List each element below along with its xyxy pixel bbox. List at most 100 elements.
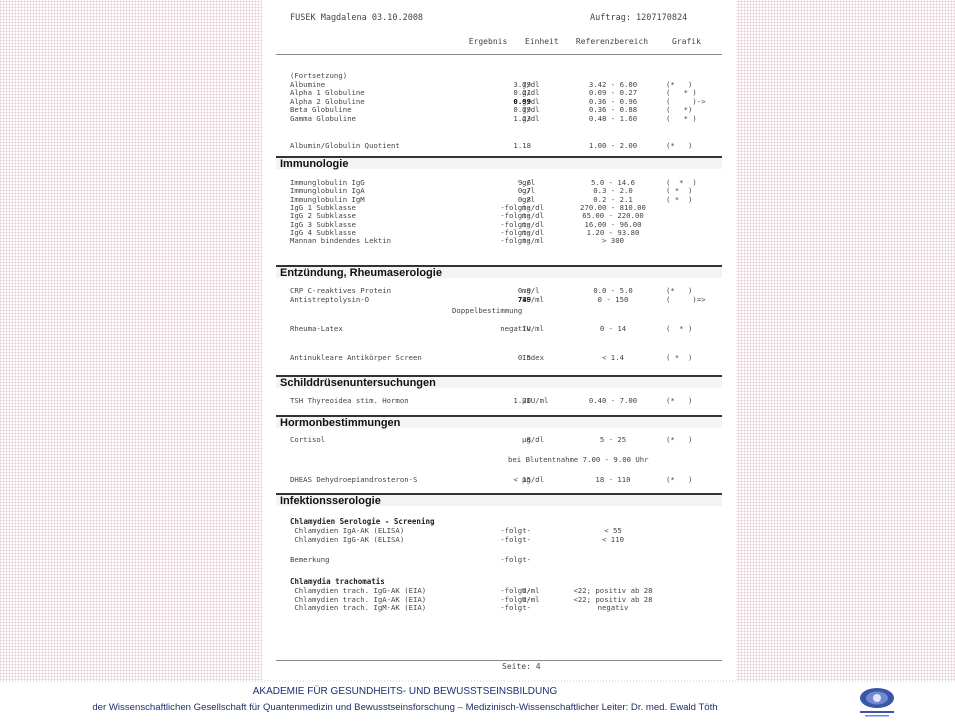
test-unit: mg/l — [522, 287, 540, 295]
result-row: Cortisol 8 µg/dl 5 - 25 (* ) — [262, 436, 736, 445]
test-name: IgG 1 Subklasse — [290, 203, 356, 212]
page-number: Seite: 4 — [502, 662, 541, 671]
test-name: Immunglobulin IgG — [290, 179, 365, 187]
test-result: -folgt- — [500, 556, 531, 564]
graphic-indicator: ( *) — [666, 106, 693, 115]
col-einheit: Einheit — [525, 38, 559, 46]
test-unit: g/dl — [522, 80, 540, 89]
result-row: IgG 4 Subklasse -folgt-mg/dl 1.20 - 93.80 — [262, 229, 736, 238]
result-row: (Fortsetzung) — [262, 72, 736, 81]
test-name: Beta Globuline — [290, 106, 352, 115]
reference-range: 3.42 - 6.00 — [588, 80, 638, 89]
test-name: Chlamydien IgG-AK (ELISA) — [290, 535, 405, 544]
graphic-indicator: (* ) — [666, 436, 693, 444]
header-rule — [276, 54, 722, 55]
test-result: 1.23 — [513, 115, 531, 123]
reference-range: 270.00 - 810.00 — [580, 203, 646, 212]
test-name: IgG 4 Subklasse — [290, 228, 356, 237]
academy-title: AKADEMIE FÜR GESUNDHEITS- UND BEWUSSTSEI… — [252, 686, 558, 697]
col-ergebnis: Ergebnis — [468, 38, 508, 46]
reference-range: 16.00 - 96.00 — [584, 220, 642, 229]
result-row: Alpha 2 Globuline 0.99 g/dl 0.36 - 0.96 ( )-… — [262, 98, 736, 107]
graphic-indicator: ( * ) — [666, 115, 697, 123]
graphic-indicator: ( * ) — [666, 354, 693, 362]
test-unit: IU/ml — [522, 295, 544, 304]
test-result: -folgt- — [500, 527, 531, 535]
test-unit: U/ml — [522, 587, 540, 595]
test-unit: µIU/ml — [522, 397, 549, 405]
result-row: IgG 3 Subklasse -folgt-mg/dl 16.00 - 96.00 — [262, 221, 736, 230]
academy-footer: AKADEMIE FÜR GESUNDHEITS- UND BEWUSSTSEI… — [0, 682, 955, 722]
test-name: Chlamydien trach. IgG-AK (EIA) — [290, 587, 427, 595]
result-row: Alpha 1 Globuline 0.21 g/dl 0.09 - 0.27 ( * … — [262, 89, 736, 98]
chlamydia-trachomatis-title: Chlamydia trachomatis — [290, 577, 385, 586]
order-number: Auftrag: 1207170824 — [590, 13, 688, 23]
test-unit: mg/dl — [522, 220, 544, 229]
graphic-indicator: (* ) — [666, 80, 693, 89]
reference-range: negativ — [597, 604, 629, 613]
test-unit: g/l — [522, 187, 536, 196]
test-name: IgG 2 Subklasse — [290, 212, 356, 221]
result-row: Gamma Globuline 1.23 g/dl 0.48 - 1.60 ( * ) — [262, 115, 736, 124]
test-result: 3.79 — [513, 80, 531, 89]
result-row: Chlamydien trach. IgM-AK (EIA) -folgt-neg… — [262, 604, 736, 613]
test-result: 8 — [526, 436, 531, 444]
section-hormon: Hormonbestimmungen — [276, 415, 722, 429]
test-name: Albumin/Globulin Quotient — [290, 142, 400, 150]
test-result: -folgt- — [500, 212, 531, 221]
graphic-indicator: (* ) — [666, 287, 693, 295]
test-result: -folgt- — [500, 604, 531, 613]
test-name: Mannan bindendes Lektin — [290, 237, 392, 246]
reference-range: > 300 — [602, 237, 624, 246]
test-name: Gamma Globuline — [290, 115, 356, 123]
section-immunologie: Immunologie — [276, 156, 722, 170]
test-result: 0.99 — [513, 97, 531, 106]
reference-range: <22; positiv ab 28 — [573, 595, 653, 604]
test-unit: g/dl — [522, 115, 540, 123]
test-result: < 15 — [513, 476, 531, 484]
blutentnahme-note: bei Blutentnahme 7.00 - 9.00 Uhr — [508, 455, 649, 464]
section-schilddruese: Schilddrüsenuntersuchungen — [276, 375, 722, 389]
section-infektion: Infektionsserologie — [276, 493, 722, 507]
graphic-indicator: ( )-> — [666, 97, 706, 106]
result-row: Mannan bindendes Lektin -folgt-ng/ml > 300 — [262, 237, 736, 246]
test-result: -folgt- — [500, 228, 531, 237]
test-result: negativ — [500, 325, 531, 333]
test-unit: U/ml — [522, 595, 540, 604]
test-unit: mg/dl — [522, 228, 544, 237]
column-headers: Ergebnis Einheit Referenzbereich Grafik — [262, 38, 736, 50]
result-row: Beta Globuline 0.79 g/dl 0.36 - 0.88 ( *) — [262, 106, 736, 115]
result-row: IgG 1 Subklasse -folgt-mg/dl 270.00 - 810.… — [262, 204, 736, 213]
test-name: Alpha 2 Globuline — [290, 97, 365, 106]
test-unit: g/l — [522, 179, 536, 187]
test-unit: g/l — [522, 195, 536, 204]
result-row: IgG 2 Subklasse -folgt-mg/dl 65.00 - 220.0… — [262, 212, 736, 221]
test-unit: µg/dl — [522, 436, 544, 444]
reference-range: 5 - 25 — [599, 436, 627, 444]
result-row: Antistreptolysin-O 749 IU/ml 0 - 150 ( )=> — [262, 296, 736, 305]
test-name: Immunglobulin IgM — [290, 195, 365, 204]
reference-range: 0.48 - 1.60 — [588, 115, 638, 123]
reference-range: 0.40 - 7.00 — [588, 397, 638, 405]
test-unit: IU/ml — [522, 325, 544, 333]
test-result: -folgt- — [500, 203, 531, 212]
test-result: 1.18 — [513, 142, 531, 150]
result-row: Albumin/Globulin Quotient 1.18 1.00 - 2.00… — [262, 142, 736, 151]
test-name: Alpha 1 Globuline — [290, 89, 365, 98]
reference-range: < 55 — [604, 527, 622, 535]
result-row: Immunglobulin IgA 0.7 g/l 0.3 - 2.0 ( * ) — [262, 187, 736, 196]
test-result: 0.79 — [513, 106, 531, 115]
reference-range: 0 - 14 — [599, 325, 627, 333]
test-name: Chlamydien IgA-AK (ELISA) — [290, 527, 405, 535]
reference-range: < 110 — [602, 535, 624, 544]
test-result: -folgt- — [500, 535, 531, 544]
col-grafik: Grafik — [672, 38, 701, 46]
result-row: CRP C-reaktives Protein 0.9 mg/l 0.0 - 5.0 (… — [262, 287, 736, 296]
reference-range: 5.0 - 14.6 — [591, 179, 635, 187]
test-name: Albumine — [290, 80, 326, 89]
result-row: Bemerkung -folgt- — [262, 556, 736, 565]
test-name: CRP C-reaktives Protein — [290, 287, 392, 295]
graphic-indicator: ( * ) — [666, 187, 693, 196]
col-referenz: Referenzbereich — [575, 38, 649, 46]
test-result: 0.21 — [513, 89, 531, 98]
